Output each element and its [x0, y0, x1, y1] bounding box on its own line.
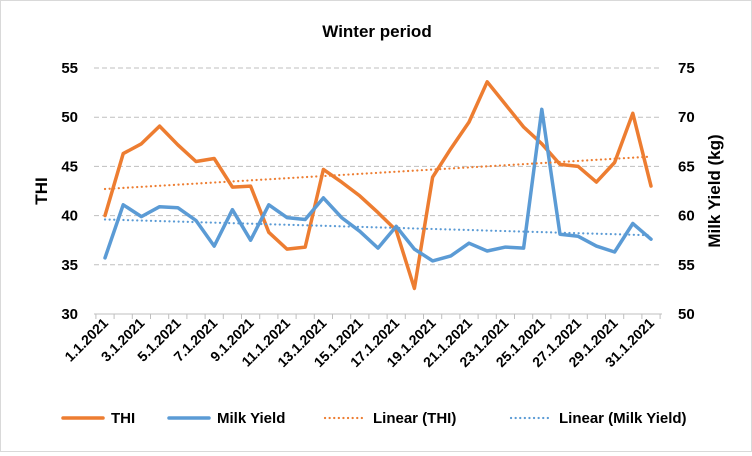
- y-left-tick-label: 55: [61, 60, 78, 77]
- y-left-tick-label: 45: [61, 158, 78, 175]
- y-right-tick-label: 60: [678, 208, 695, 225]
- legend-label: Milk Yield: [217, 410, 285, 427]
- x-axis: 1.1.20213.1.20215.1.20217.1.20219.1.2021…: [61, 313, 662, 370]
- plot-area: [103, 80, 653, 291]
- y-axis-right: 50 55 60 65 70 75: [678, 60, 695, 323]
- y-right-tick-label: 70: [678, 109, 695, 126]
- trendline-milk-yield: [103, 218, 653, 237]
- y-right-tick-label: 75: [678, 60, 695, 77]
- y-right-tick-label: 65: [678, 158, 695, 175]
- trendline-thi: [103, 155, 653, 191]
- y-left-tick-label: 50: [61, 109, 78, 126]
- legend-label: Linear (THI): [373, 410, 456, 427]
- y-axis-left-title: THI: [32, 177, 51, 204]
- y-right-tick-label: 55: [678, 257, 695, 274]
- legend: THI Milk Yield Linear (THI) Linear (Milk Yi…: [61, 410, 687, 427]
- series-line-milk-yield: [103, 107, 653, 263]
- legend-label: THI: [111, 410, 135, 427]
- y-left-tick-label: 35: [61, 257, 78, 274]
- chart-title: Winter period: [322, 22, 431, 41]
- legend-label: Linear (Milk Yield): [559, 410, 687, 427]
- series-line-thi: [103, 80, 653, 291]
- y-left-tick-label: 40: [61, 208, 78, 225]
- y-left-tick-label: 30: [61, 306, 78, 323]
- y-axis-left: 30 35 40 45 50 55: [61, 60, 78, 323]
- y-axis-right-title: Milk Yield (kg): [705, 134, 724, 247]
- y-right-tick-label: 50: [678, 306, 695, 323]
